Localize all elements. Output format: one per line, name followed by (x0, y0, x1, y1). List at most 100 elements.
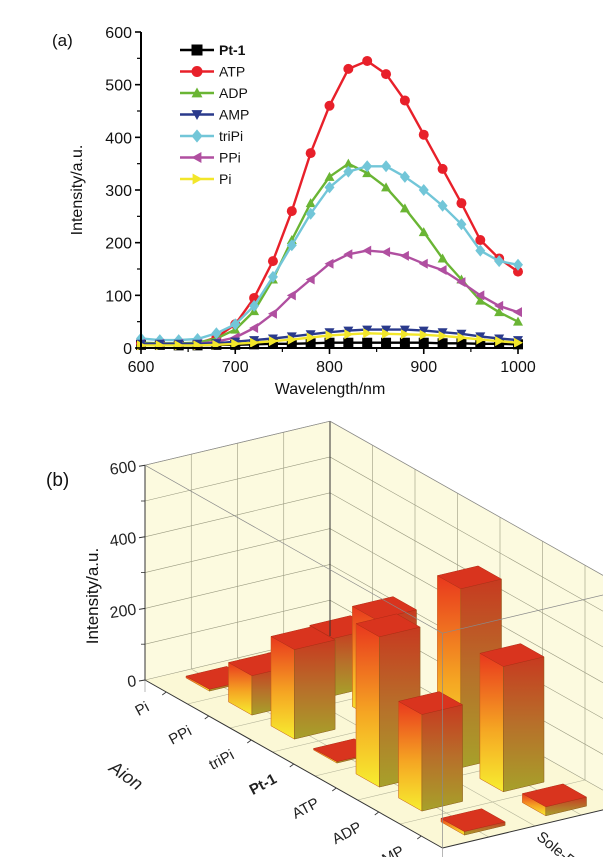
legend-marker-triangle-up (191, 87, 203, 98)
legend-item-ppi: PPi (180, 150, 241, 166)
y-tick-label: 200 (105, 236, 132, 253)
data-point-adp (381, 182, 392, 192)
data-point-pt-1 (324, 337, 335, 348)
ion-tick-label: PPi (166, 723, 195, 749)
legend-label: ATP (219, 64, 245, 80)
data-point-adp (494, 307, 505, 317)
z-tick (138, 464, 146, 467)
data-point-tripi (456, 218, 467, 231)
bar-sole-emis--amp (521, 783, 588, 817)
legend-label: AMP (219, 107, 249, 123)
legend-label: Pi (219, 171, 231, 187)
panel-a-label: (a) (52, 31, 73, 50)
data-point-ppi (305, 274, 315, 285)
data-point-ppi (513, 307, 522, 318)
data-point-pi (419, 329, 429, 340)
bar-top-face (351, 596, 418, 620)
data-point-atp (362, 55, 373, 66)
plot-area (136, 55, 523, 351)
data-point-pi (514, 337, 523, 348)
y-tick-label: 100 (105, 288, 132, 305)
bar-sole-emis--adp (479, 643, 545, 793)
bar-side-face (294, 639, 336, 740)
bar-front-face (479, 652, 504, 793)
legend-label: ADP (219, 85, 248, 101)
data-point-atp (418, 129, 429, 140)
legend-marker-triangle-left (191, 152, 202, 163)
data-point-pi (495, 336, 505, 347)
data-point-ppi (267, 308, 277, 319)
bar-top-face (436, 565, 503, 590)
data-point-atp (286, 206, 297, 217)
data-point-pt-1 (399, 337, 410, 348)
frame-edge (442, 594, 603, 634)
legend-marker-diamond (191, 129, 203, 143)
y-tick-label: 500 (105, 78, 132, 95)
bar-front-face (355, 623, 380, 788)
data-point-amp (456, 329, 467, 339)
data-point-atp (305, 148, 316, 159)
data-point-tripi (475, 244, 486, 257)
data-point-ppi (418, 258, 428, 269)
legend-label: PPi (219, 150, 241, 166)
data-point-pi (287, 334, 297, 345)
z-tick (138, 536, 146, 539)
data-point-atp (399, 95, 410, 106)
data-point-tripi (399, 170, 410, 183)
bar-front-face (270, 635, 295, 740)
data-point-tripi (343, 165, 354, 178)
ion-tick-label: ATP (289, 795, 322, 823)
data-point-pi (268, 336, 278, 347)
row-tick-label-sole-emis: Sole-Emis. (533, 828, 600, 857)
ion-tick-label: AMP (370, 843, 407, 857)
data-point-pt-1 (437, 338, 448, 349)
ion-tick (204, 715, 209, 720)
legend-marker-triangle-right (192, 173, 203, 185)
data-point-adp (475, 295, 486, 305)
bar-top-face (479, 643, 545, 667)
frame-edge (442, 809, 603, 849)
panel-b-3d-bar-chart: (b) Intensity/a.u. 0 200 400 600 Pi PPi triPi P… (46, 420, 603, 857)
legend-marker-circle (191, 66, 203, 77)
x-tick-label: 1000 (500, 359, 536, 376)
data-point-adp (362, 168, 373, 178)
legend-item-tripi: triPi (180, 128, 243, 144)
y-tick-label: 0 (123, 341, 132, 358)
data-point-ppi (475, 290, 485, 301)
bar-top-face (355, 613, 421, 638)
bar-front-face (398, 700, 423, 812)
panel-b-label: (b) (46, 470, 69, 491)
data-point-amp (399, 325, 410, 335)
data-point-tripi (305, 207, 316, 220)
data-point-adp (324, 171, 335, 181)
data-point-pi (325, 330, 335, 341)
data-point-pi (382, 328, 392, 339)
data-point-ppi (456, 277, 466, 288)
legend-item-pi: Pi (180, 171, 231, 187)
ion-tick (417, 835, 422, 840)
data-point-pt-1 (381, 337, 392, 348)
bar-top-face (521, 783, 588, 808)
y-tick-label: 400 (105, 130, 132, 147)
x-tick-label: 600 (128, 359, 155, 376)
x-tick-label: 800 (316, 359, 343, 376)
data-point-tripi (286, 239, 297, 252)
panel-a-line-chart: (a) 600 700 800 900 1000 0 100 200 300 400 500600 … (52, 25, 536, 398)
data-point-adp (399, 203, 410, 213)
data-point-atp (324, 100, 335, 111)
ion-tick (332, 787, 337, 792)
legend-marker-square (191, 44, 203, 56)
data-point-pi (476, 334, 486, 345)
series-tripi (136, 160, 523, 347)
data-point-pi (231, 338, 241, 349)
data-point-atp (267, 256, 278, 267)
bar-top-face (397, 691, 464, 715)
data-point-pi (344, 329, 354, 340)
x-tick-label: 700 (222, 359, 249, 376)
data-point-atp (343, 63, 354, 74)
legend-item-atp: ATP (180, 64, 245, 80)
data-point-ppi (381, 247, 391, 258)
data-point-amp (437, 328, 448, 338)
data-point-pi (306, 332, 316, 343)
ion-tick-label: triPi (206, 747, 237, 774)
